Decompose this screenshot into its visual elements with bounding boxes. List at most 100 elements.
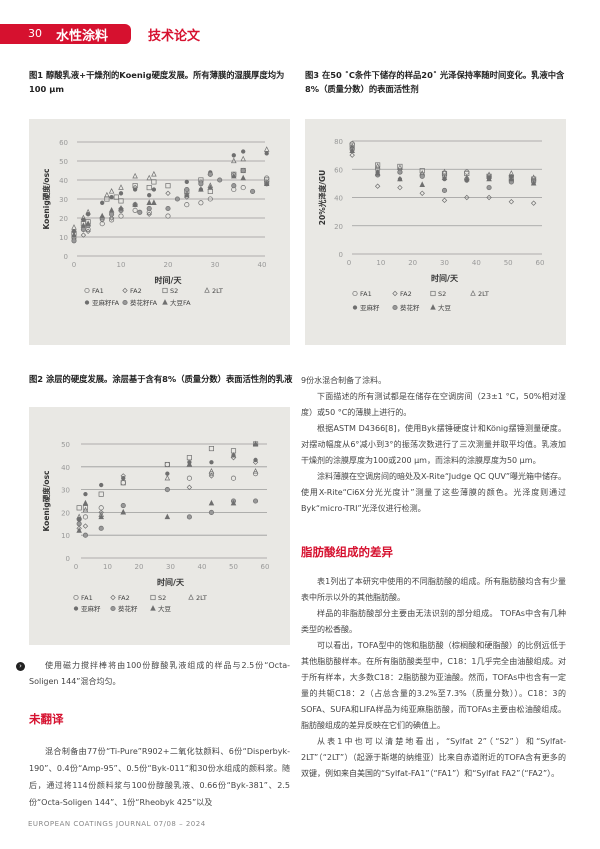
data-point	[104, 191, 110, 198]
data-point	[82, 523, 89, 529]
data-point	[374, 170, 381, 176]
legend-label: 亚麻籽FA	[92, 298, 120, 307]
data-point	[165, 471, 170, 476]
x-axis-title: 时间/天	[431, 273, 459, 283]
fig3-caption: 图3 在50 ˚C条件下储存的样品20˚ 光泽保持率随时间变化。乳液中含8%（质…	[305, 70, 565, 94]
data-point	[240, 174, 246, 181]
data-point	[120, 480, 126, 486]
legend-marker	[162, 287, 168, 294]
data-point	[132, 172, 138, 179]
fig2-chart: 0 10 20 30 40 50 0 10 20 30 40 50 60 时间/天 Koenig硬度/osc…	[29, 407, 290, 645]
data-point	[397, 169, 403, 175]
x-tick-label: 60	[261, 563, 270, 571]
legend-marker	[352, 290, 358, 297]
legend-marker	[150, 594, 156, 601]
data-point	[441, 197, 448, 204]
data-point	[508, 199, 515, 205]
x-tick-label: 0	[347, 259, 351, 267]
left-paragraph-block: 混合制备由77份“Ti-Pure”R902+二氧化钛颜料、6份“Disperby…	[29, 743, 290, 811]
section-title: 水性涂料	[56, 29, 109, 44]
legend-label: S2	[170, 287, 178, 295]
legend-label: 亚麻籽	[360, 303, 380, 312]
data-point	[164, 487, 170, 493]
data-point	[118, 184, 124, 190]
y-tick-label: 20	[59, 215, 68, 223]
data-point	[530, 174, 537, 180]
legend-label: FA1	[81, 594, 93, 602]
data-point	[231, 153, 236, 158]
x-tick-label: 20	[135, 563, 144, 571]
data-point	[253, 457, 258, 463]
data-point	[419, 173, 425, 179]
data-point	[98, 525, 104, 531]
data-point	[530, 200, 537, 206]
category-title: 技术论文	[148, 29, 201, 44]
y-tick-label: 10	[61, 532, 70, 540]
paragraph-5: 表1列出了本研究中使用的不同脂肪酸的组成。所有脂肪酸均含有少量表中所示以外的其他…	[301, 577, 566, 602]
legend-marker	[430, 304, 436, 310]
x-tick-label: 10	[103, 563, 112, 571]
data-point	[186, 484, 193, 491]
data-point	[80, 222, 87, 228]
series-2LT	[76, 452, 259, 520]
data-point	[464, 194, 470, 201]
data-point	[80, 232, 87, 238]
legend-marker	[73, 594, 79, 601]
data-point	[146, 199, 152, 205]
series-亚麻籽FA	[71, 149, 269, 234]
legend-label: 大豆FA	[170, 298, 191, 307]
legend-label: 2LT	[212, 287, 223, 295]
data-point	[207, 184, 214, 190]
data-point	[165, 205, 171, 212]
data-point	[208, 471, 215, 477]
data-point	[441, 174, 448, 180]
y-tick-label: 0	[64, 253, 68, 261]
legend-marker	[122, 287, 128, 294]
right-column-top: 9份水混合制备了涂料。 下面描述的所有测试都是在储存在空调房间（23±1 °C，…	[301, 373, 566, 517]
y-tick-label: 60	[334, 166, 343, 174]
section-heading-untranslated: 未翻译	[29, 712, 64, 726]
data-point	[165, 190, 171, 196]
data-point	[374, 183, 381, 189]
data-point	[165, 213, 171, 219]
data-point	[207, 196, 213, 202]
data-point	[120, 509, 127, 515]
fig3-svg: 0 20 40 60 80 0 10 20 30 40 50 60 时间/天 20%光泽度/GU FA1 FA…	[317, 138, 544, 312]
data-point	[85, 228, 91, 234]
legend-label: 2LT	[478, 290, 489, 298]
data-point	[231, 183, 237, 189]
data-point	[146, 205, 152, 212]
series-大豆	[349, 147, 537, 187]
data-point	[120, 480, 126, 486]
fig2-svg: 0 10 20 30 40 50 0 10 20 30 40 50 60 时间/天 Koenig硬度/osc…	[41, 440, 270, 613]
legend-marker	[392, 304, 398, 311]
legend-marker	[392, 290, 398, 297]
legend-marker	[470, 290, 476, 296]
legend-label: 大豆	[158, 604, 172, 613]
x-tick-label: 40	[258, 261, 267, 269]
data-point	[240, 185, 246, 191]
data-point	[85, 220, 91, 226]
data-point	[109, 211, 115, 217]
legend-marker	[110, 594, 116, 601]
data-point	[184, 191, 190, 198]
x-axis-title: 时间/天	[157, 577, 185, 587]
data-point	[198, 186, 204, 192]
y-tick-label: 0	[339, 251, 343, 259]
legend-label: FA2	[400, 290, 412, 298]
data-point	[397, 184, 403, 191]
data-point	[109, 194, 114, 200]
legend-label: 葵花籽FA	[130, 298, 158, 307]
data-point	[264, 151, 269, 156]
data-point	[146, 211, 152, 217]
data-point	[99, 482, 104, 488]
data-point	[209, 460, 214, 465]
fig3-chart: 0 20 40 60 80 0 10 20 30 40 50 60 时间/天 20%光泽度/GU FA1 FA…	[305, 119, 566, 345]
data-point	[198, 200, 204, 206]
data-point	[71, 238, 77, 244]
data-point	[82, 514, 89, 520]
data-point	[71, 224, 77, 230]
legend-label: 亚麻籽	[81, 604, 101, 613]
data-point	[164, 461, 170, 468]
data-point	[76, 505, 82, 511]
